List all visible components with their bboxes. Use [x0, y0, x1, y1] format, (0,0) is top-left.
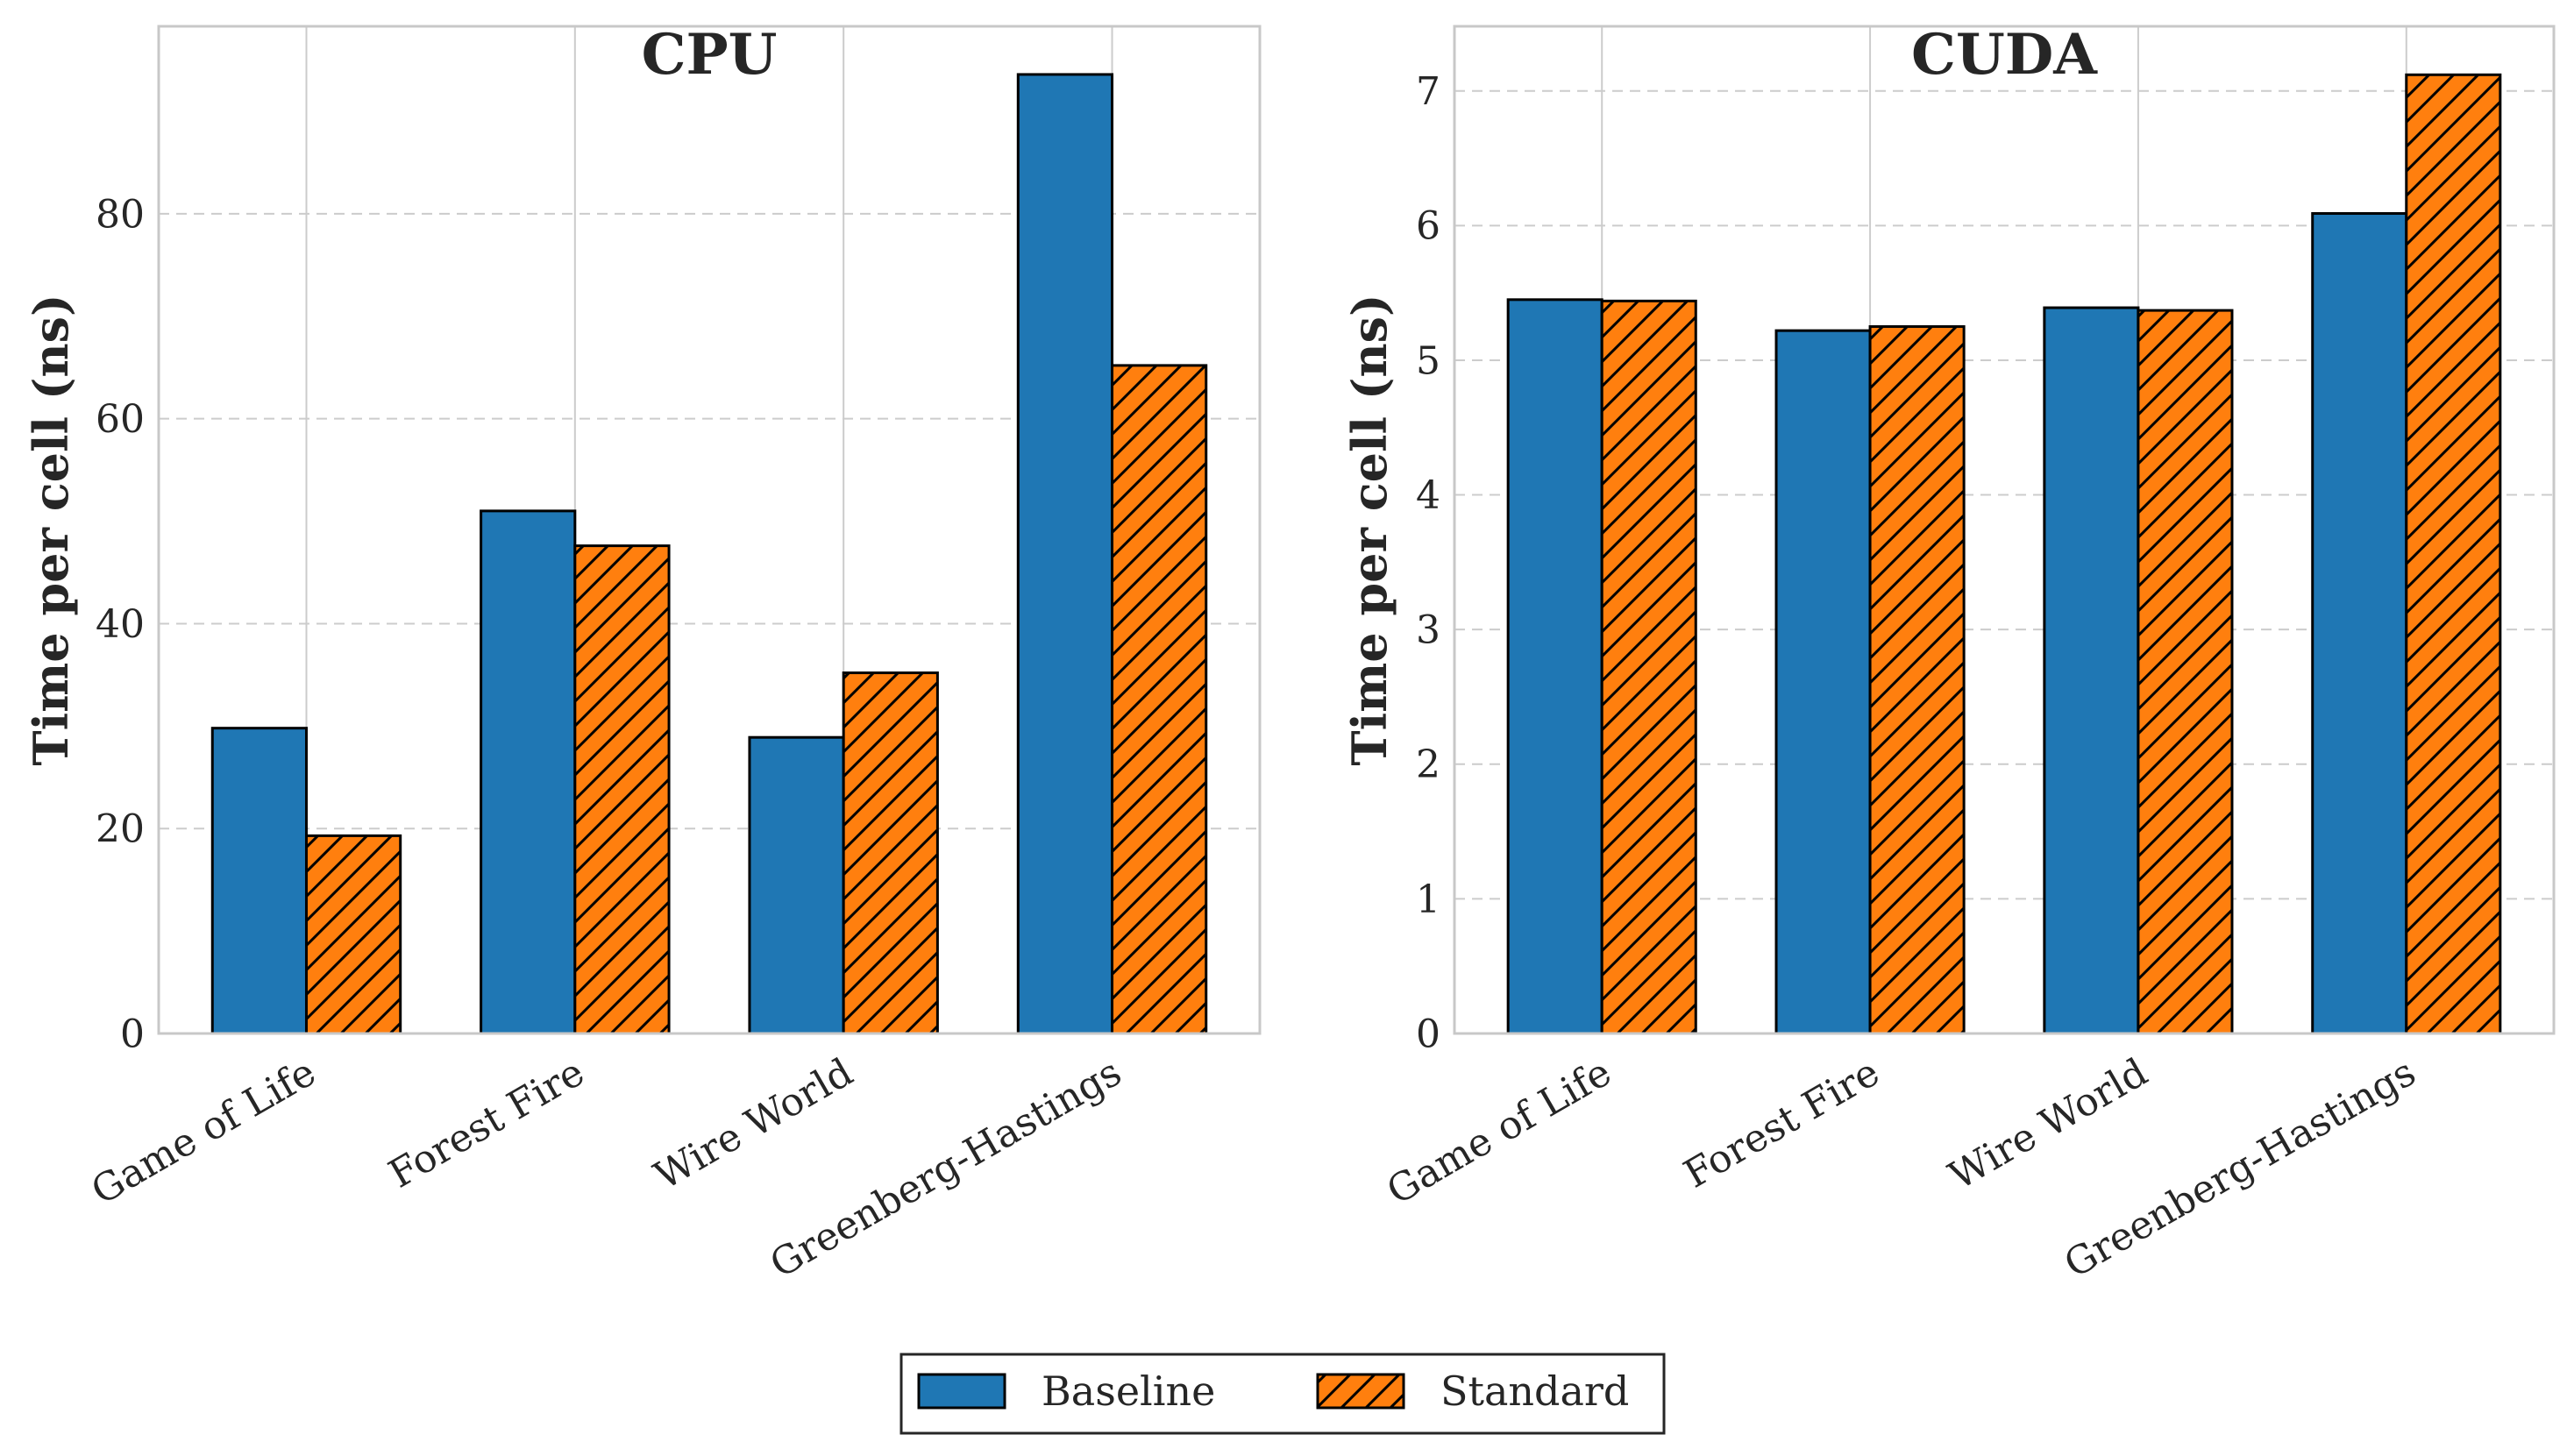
cuda-bar-standard [2137, 309, 2234, 1035]
cuda-y-tick-label: 0 [1416, 1012, 1440, 1056]
legend-label-baseline: Baseline [1042, 1367, 1215, 1415]
cuda-y-tick-label: 4 [1416, 473, 1440, 518]
cpu-bar-baseline [480, 509, 577, 1035]
cuda-bar-baseline [1506, 298, 1603, 1035]
cuda-bar-standard [2405, 73, 2502, 1035]
cuda-bar-baseline [2311, 212, 2408, 1035]
cpu-x-ticks: Game of Life Forest Fire Wire WorldGreenbe… [84, 1050, 1129, 1288]
legend-frame [899, 1353, 1666, 1435]
cuda-axes-spines [1453, 25, 2556, 1035]
cuda-x-tick-label: Game of Life [1380, 1050, 1619, 1214]
cuda-x-tick-label: Wire World [1942, 1050, 2155, 1199]
cuda-y-tick-label: 2 [1416, 742, 1440, 787]
cpu-bar-baseline [210, 727, 308, 1035]
cpu-y-tick-label: 60 [96, 397, 145, 442]
cuda-y-ticks: 0 1 2 3 4 5 6 7 [1416, 69, 1440, 1056]
cpu-y-tick-label: 20 [96, 807, 145, 852]
legend-swatch-baseline [917, 1373, 1006, 1410]
legend-swatch-standard [1316, 1373, 1405, 1410]
cpu-bars [210, 73, 1208, 1035]
legend-label-standard: Standard [1440, 1367, 1629, 1415]
cuda-chart-title: CUDA [1911, 22, 2098, 88]
cpu-y-tick-label: 0 [120, 1012, 145, 1056]
cpu-bar-baseline [1016, 73, 1114, 1035]
cpu-axes-frame [157, 25, 1262, 1035]
cuda-bar-baseline [1774, 329, 1872, 1035]
cpu-y-axis-label: Time per cell (ns) [23, 294, 79, 765]
cuda-bar-baseline [2043, 306, 2140, 1035]
cpu-bar-baseline [748, 735, 845, 1035]
cpu-bar-standard [842, 671, 939, 1035]
cpu-y-tick-label: 80 [96, 192, 145, 237]
cuda-y-tick-label: 3 [1416, 608, 1440, 653]
cuda-bar-standard [1600, 299, 1697, 1035]
cpu-axes-spines [157, 25, 1262, 1035]
cpu-bar-standard [304, 834, 402, 1035]
cuda-y-tick-label: 7 [1416, 69, 1440, 114]
cuda-x-ticks: Game of Life Forest Fire Wire WorldGreenbe… [1380, 1050, 2423, 1288]
cpu-x-tick-label: Game of Life [84, 1050, 324, 1214]
cuda-x-tick-label: Forest Fire [1676, 1050, 1887, 1197]
cuda-bars [1506, 73, 2502, 1035]
cpu-x-tick-label: Forest Fire [381, 1050, 592, 1197]
cuda-axes-frame [1453, 25, 2556, 1035]
cpu-chart-title: CPU [642, 22, 778, 88]
cpu-bar-standard [573, 544, 671, 1035]
cuda-bar-standard [1868, 325, 1966, 1035]
cuda-y-axis-label: Time per cell (ns) [1341, 294, 1397, 765]
cuda-chart-panel: CUDA Time per cell (ns) 0 1 2 3 4 5 6 7 Game of… [1341, 22, 2556, 1288]
cpu-x-tick-label: Wire World [647, 1050, 860, 1199]
cpu-y-tick-label: 40 [96, 602, 145, 647]
cpu-y-ticks: 0 20 40 60 80 [96, 192, 145, 1056]
cpu-bar-standard [1111, 364, 1208, 1035]
cuda-y-tick-label: 5 [1416, 338, 1440, 383]
cuda-y-tick-label: 1 [1416, 877, 1440, 922]
cpu-chart-panel: CPU Time per cell (ns) 0 20 40 60 80 Game of… [23, 22, 1262, 1288]
legend: Baseline Standard [899, 1353, 1666, 1435]
cuda-y-tick-label: 6 [1416, 204, 1440, 249]
